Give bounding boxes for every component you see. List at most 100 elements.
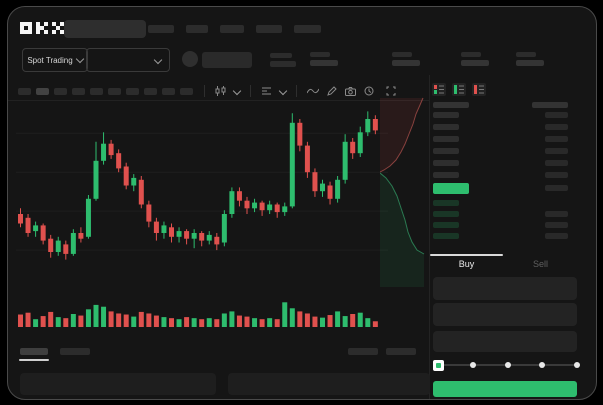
bid-amount-2 <box>545 222 568 228</box>
bottom-action-left[interactable] <box>348 348 378 355</box>
nav-item-2[interactable] <box>220 25 244 33</box>
bid-price-1 <box>433 211 459 217</box>
timeframe-button-5[interactable] <box>108 87 121 95</box>
amount-field[interactable] <box>433 303 577 326</box>
last-price-bar[interactable] <box>433 183 469 194</box>
timeframe-buttons <box>18 87 198 95</box>
buy-submit-button[interactable] <box>433 381 577 397</box>
chevron-down-icon <box>75 54 84 64</box>
price-sub-placeholder <box>270 61 296 67</box>
timeframe-button-8[interactable] <box>162 87 175 95</box>
bottom-panel-left <box>20 373 216 395</box>
bid-amount-1 <box>545 211 568 217</box>
ticker-stat-value-0 <box>310 60 338 66</box>
chevron-down-icon[interactable] <box>278 86 288 96</box>
pair-name-placeholder <box>202 52 252 68</box>
divider <box>8 100 430 101</box>
slider-stop-2[interactable] <box>504 362 511 368</box>
timeframe-button-2[interactable] <box>54 87 67 95</box>
ticker-stat-label-1 <box>392 52 412 57</box>
book-bids-icon[interactable] <box>452 83 466 96</box>
book-asks-icon[interactable] <box>472 83 486 96</box>
camera-icon[interactable] <box>345 86 356 96</box>
orderbook-col-header-amount <box>532 102 568 108</box>
price-placeholder <box>270 53 292 58</box>
ask-price-4 <box>433 160 459 166</box>
chart-toolbar <box>18 82 428 100</box>
bottom-action-right[interactable] <box>386 348 416 355</box>
indicators-icon[interactable] <box>261 86 272 96</box>
timeframe-button-4[interactable] <box>90 87 103 95</box>
slider-handle-fill <box>436 363 441 368</box>
candlestick-chart[interactable] <box>16 97 388 293</box>
timeframe-button-9[interactable] <box>180 87 193 95</box>
tab-buy-label: Buy <box>458 259 475 269</box>
bid-price-0 <box>433 200 459 206</box>
ask-price-0 <box>433 112 459 118</box>
price-field[interactable] <box>433 277 577 300</box>
bid-amount-3 <box>545 233 568 239</box>
slider-handle[interactable] <box>433 360 444 371</box>
timeframe-button-1[interactable] <box>36 87 49 95</box>
ask-amount-1 <box>545 124 568 130</box>
ticker-stat-value-3 <box>516 60 544 66</box>
pencil-icon[interactable] <box>327 86 337 96</box>
bid-price-3 <box>433 233 459 239</box>
app-window: Spot Trading <box>7 6 597 400</box>
ask-price-5 <box>433 172 459 178</box>
bottom-tab-active[interactable] <box>20 348 48 355</box>
bid-price-2 <box>433 222 459 228</box>
ask-amount-5 <box>545 172 568 178</box>
market-type-label: Spot Trading <box>27 55 73 65</box>
ask-amount-0 <box>545 112 568 118</box>
slider-stop-4[interactable] <box>574 362 580 368</box>
market-type-dropdown[interactable]: Spot Trading <box>22 48 88 72</box>
ask-amount-2 <box>545 136 568 142</box>
slider-stop-1[interactable] <box>469 362 476 368</box>
ask-price-2 <box>433 136 459 142</box>
timeframe-button-3[interactable] <box>72 87 85 95</box>
divider <box>204 85 205 97</box>
timeframe-button-6[interactable] <box>126 87 139 95</box>
ticker-stat-label-0 <box>310 52 330 57</box>
ask-price-1 <box>433 124 459 130</box>
total-field[interactable] <box>433 331 577 352</box>
okx-logo-glyph <box>20 22 64 34</box>
book-split-icon[interactable] <box>432 83 446 96</box>
ticker-stat-value-1 <box>392 60 420 66</box>
ticker-stat-value-2 <box>461 60 489 66</box>
volume-bars <box>18 302 378 327</box>
chevron-down-icon[interactable] <box>232 86 242 96</box>
bottom-tab-underline <box>19 359 49 361</box>
okx-logo[interactable] <box>20 22 64 34</box>
nav-item-3[interactable] <box>256 25 282 33</box>
nav-item-4[interactable] <box>294 25 321 33</box>
nav-item-0[interactable] <box>148 25 174 33</box>
ask-price-3 <box>433 148 459 154</box>
pair-avatar[interactable] <box>182 51 198 67</box>
nav-item-1[interactable] <box>186 25 208 33</box>
ask-amount-4 <box>545 160 568 166</box>
timeframe-button-7[interactable] <box>144 87 157 95</box>
ask-amount-3 <box>545 148 568 154</box>
chart-style-icon[interactable] <box>215 86 226 96</box>
tab-sell[interactable]: Sell <box>504 256 577 272</box>
tab-buy[interactable]: Buy <box>430 256 503 272</box>
bottom-panel-right <box>228 373 430 395</box>
depth-profile <box>380 97 425 287</box>
active-tab-indicator <box>430 254 503 256</box>
bottom-tab[interactable] <box>60 348 90 355</box>
orderbook-col-header-price <box>433 102 469 108</box>
divider <box>250 85 251 97</box>
timeframe-button-0[interactable] <box>18 87 31 95</box>
tab-sell-label: Sell <box>532 259 548 269</box>
slider-stop-3[interactable] <box>539 362 546 368</box>
divider <box>429 75 430 399</box>
wave-icon[interactable] <box>307 87 319 95</box>
pair-selector-dropdown[interactable] <box>86 48 170 72</box>
search-input[interactable] <box>64 20 146 38</box>
ticker-stat-label-2 <box>461 52 481 57</box>
expand-icon[interactable] <box>386 86 396 96</box>
history-icon[interactable] <box>364 86 374 96</box>
divider <box>296 85 297 97</box>
